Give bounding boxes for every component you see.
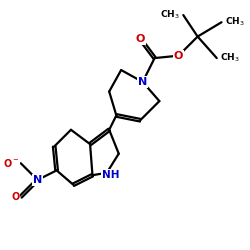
Text: N: N — [138, 77, 147, 87]
Text: O: O — [136, 34, 145, 44]
Text: NH: NH — [102, 170, 119, 180]
Text: CH$_3$: CH$_3$ — [225, 16, 245, 28]
Text: O$^-$: O$^-$ — [3, 157, 20, 169]
Text: O: O — [11, 192, 20, 202]
Text: CH$_3$: CH$_3$ — [220, 52, 240, 64]
Text: CH$_3$: CH$_3$ — [160, 9, 180, 21]
Text: N: N — [33, 175, 42, 185]
Text: O: O — [174, 51, 183, 61]
